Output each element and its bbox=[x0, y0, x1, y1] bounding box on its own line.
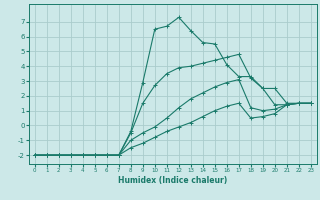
X-axis label: Humidex (Indice chaleur): Humidex (Indice chaleur) bbox=[118, 176, 228, 185]
